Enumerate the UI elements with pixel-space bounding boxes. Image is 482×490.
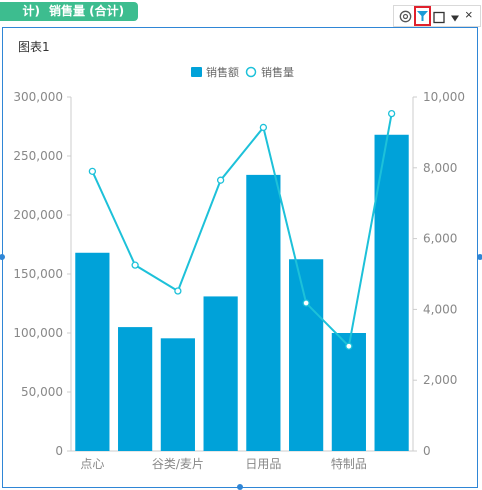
y-right-tick-label: 6,000 [423,232,457,246]
filter-pill-sales-quantity[interactable]: 销售量 (合计) [39,2,138,21]
y-right-tick-label: 4,000 [423,302,457,316]
line-point-4 [216,176,225,184]
resize-handle-right[interactable] [477,254,482,260]
bar-7 [331,333,366,451]
y-right-tick-label: 0 [423,444,431,458]
square-icon[interactable] [433,10,445,25]
x-tick-label: 谷类/麦片 [152,457,204,471]
bar-6 [289,259,324,451]
y-left-tick-label: 50,000 [21,385,63,399]
settings-icon[interactable] [398,9,413,24]
close-icon[interactable]: × [465,7,473,22]
y-left-tick-label: 250,000 [13,149,63,163]
filter-pill-1[interactable]: 计) [0,2,48,21]
resize-handle-left[interactable] [0,254,5,260]
line-point-6 [302,299,310,307]
line-point-1 [88,167,97,175]
x-tick-label: 日用品 [245,457,281,471]
chart-toolbar: × [393,5,481,27]
legend-label-sales-quantity: 销售量 [261,65,294,79]
line-point-5 [259,123,268,132]
bar-1 [75,252,110,451]
dropdown-arrow-icon[interactable] [449,11,461,26]
x-tick-label: 特制品 [331,456,367,471]
y-left-tick-label: 200,000 [13,208,63,222]
filter-icon [417,11,428,21]
y-right-tick-label: 8,000 [423,161,457,175]
y-left-tick-label: 0 [55,444,63,458]
y-right-tick-label: 10,000 [423,90,465,104]
bar-5 [246,174,281,451]
y-left-tick-label: 100,000 [13,326,63,340]
bar-2 [118,327,153,451]
line-series-sales-quantity [91,113,393,349]
bar-8 [374,134,409,451]
line-point-3 [174,287,182,295]
bar-4 [203,296,238,451]
bar-3 [160,338,195,451]
legend-swatch-bar [191,67,202,77]
line-point-7 [345,342,353,350]
resize-handle-bottom[interactable] [237,484,243,490]
line-point-2 [131,261,139,269]
line-point-8 [387,109,396,118]
filter-button[interactable] [414,6,431,26]
y-left-tick-label: 150,000 [13,267,63,281]
legend-swatch-line [245,66,257,78]
y-left-tick-label: 300,000 [13,90,63,104]
y-right-tick-label: 2,000 [423,373,457,387]
legend-label-sales-amount: 销售额 [206,65,239,79]
x-tick-label: 点心 [80,457,104,471]
chart-title: 图表1 [18,40,50,54]
